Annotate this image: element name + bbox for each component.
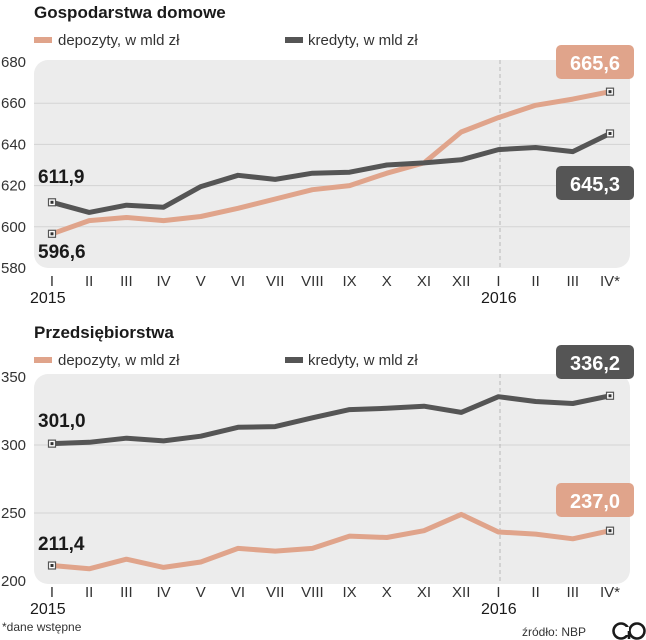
x-tick-label: VI	[231, 584, 245, 601]
x-tick-label: I	[50, 273, 54, 290]
data-point-marker-core	[608, 394, 612, 398]
data-point-marker-core	[608, 131, 612, 135]
x-tick-label: I	[496, 584, 500, 601]
y-tick-label: 600	[1, 219, 26, 236]
data-label-last-loans: 645,3	[570, 174, 620, 196]
year-label-2016: 2016	[481, 290, 517, 307]
source-text: źródło: NBP	[522, 625, 586, 639]
x-tick-label: VII	[266, 273, 284, 290]
data-point-marker-core	[608, 90, 612, 94]
data-label-box-last-loans	[556, 166, 634, 200]
data-label-last-deposits: 665,6	[570, 53, 620, 75]
data-point-marker-core	[50, 232, 54, 236]
data-label-box-last-deposits	[556, 483, 634, 517]
x-tick-label: XI	[417, 584, 431, 601]
x-tick-label: III	[567, 273, 580, 290]
x-tick-label: II	[85, 584, 93, 601]
data-label-box-last-loans	[556, 345, 634, 379]
x-tick-label: II	[531, 273, 539, 290]
x-tick-label: X	[382, 584, 392, 601]
x-tick-label: III	[120, 273, 133, 290]
series-line-loans	[49, 131, 613, 215]
data-label-first-deposits: 211,4	[38, 534, 85, 555]
x-tick-label: V	[196, 584, 206, 601]
year-label-2016: 2016	[481, 601, 517, 618]
y-tick-label: 640	[1, 136, 26, 153]
legend-label-loans: kredyty, w mld zł	[308, 32, 418, 49]
data-label-last-deposits: 237,0	[570, 491, 620, 513]
x-tick-label: IV	[157, 584, 171, 601]
x-tick-label: XII	[452, 273, 470, 290]
series-line-deposits	[49, 511, 613, 572]
footnote: *dane wstępne	[2, 620, 82, 634]
data-label-last-loans: 336,2	[570, 353, 620, 375]
x-tick-label: VIII	[301, 273, 324, 290]
x-tick-label: III	[120, 584, 133, 601]
y-tick-label: 200	[1, 573, 26, 590]
x-tick-label: VIII	[301, 584, 324, 601]
y-tick-label: 300	[1, 437, 26, 454]
data-point-marker-core	[50, 442, 54, 446]
y-tick-label: 620	[1, 178, 26, 195]
data-point-marker-core	[50, 200, 54, 204]
panel-enterprises: Przedsiębiorstwa depozyty, w mld zł kred…	[1, 323, 634, 618]
plot-background	[34, 60, 630, 268]
data-point-marker-core	[608, 529, 612, 533]
y-tick-label: 660	[1, 95, 26, 112]
data-label-first-deposits: 596,6	[38, 242, 86, 263]
legend-label-loans: kredyty, w mld zł	[308, 352, 418, 369]
x-tick-label: IV*	[600, 273, 620, 290]
chart-title: Przedsiębiorstwa	[34, 323, 174, 342]
x-tick-label: IX	[343, 584, 357, 601]
plot-background	[34, 374, 630, 584]
x-tick-label: II	[85, 273, 93, 290]
x-tick-label: X	[382, 273, 392, 290]
x-tick-label: III	[567, 584, 580, 601]
publisher-logo	[612, 622, 646, 640]
series-line-deposits	[49, 89, 613, 237]
y-tick-label: 250	[1, 505, 26, 522]
y-tick-label: 680	[1, 54, 26, 71]
data-label-first-loans: 611,9	[38, 167, 85, 188]
x-tick-label: II	[531, 584, 539, 601]
data-label-first-loans: 301,0	[38, 411, 86, 432]
x-tick-label: IX	[343, 273, 357, 290]
year-label-2015: 2015	[30, 601, 66, 618]
x-tick-label: VII	[266, 584, 284, 601]
x-tick-label: IV*	[600, 584, 620, 601]
x-tick-label: V	[196, 273, 206, 290]
x-tick-label: I	[50, 584, 54, 601]
x-tick-label: I	[496, 273, 500, 290]
series-line-loans	[49, 393, 613, 447]
x-tick-label: IV	[157, 273, 171, 290]
x-tick-label: XII	[452, 584, 470, 601]
legend-label-deposits: depozyty, w mld zł	[58, 32, 180, 49]
legend-label-deposits: depozyty, w mld zł	[58, 352, 180, 369]
x-tick-label: VI	[231, 273, 245, 290]
y-tick-label: 580	[1, 260, 26, 277]
year-label-2015: 2015	[30, 290, 66, 307]
panel-households: Gospodarstwa domowe depozyty, w mld zł k…	[1, 3, 634, 307]
data-label-box-last-deposits	[556, 45, 634, 79]
chart-title: Gospodarstwa domowe	[34, 3, 226, 22]
y-tick-label: 350	[1, 369, 26, 386]
x-tick-label: XI	[417, 273, 431, 290]
data-point-marker-core	[50, 563, 54, 567]
